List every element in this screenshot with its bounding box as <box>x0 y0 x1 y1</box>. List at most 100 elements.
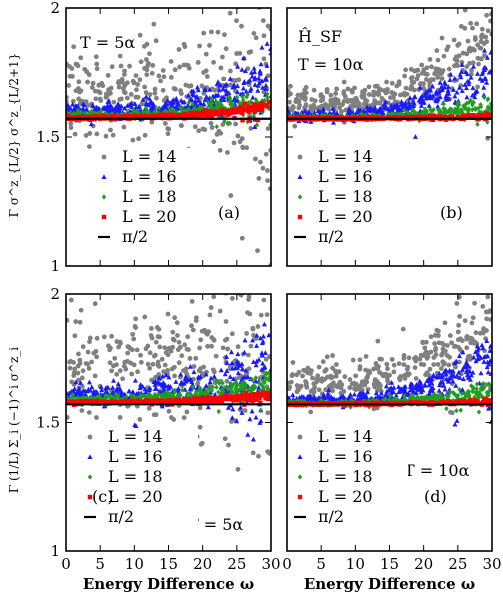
data-point <box>242 101 248 106</box>
data-point <box>222 337 228 343</box>
data-point <box>94 354 100 360</box>
data-point <box>259 340 265 346</box>
data-point <box>197 277 202 282</box>
data-point <box>244 145 250 151</box>
data-point <box>220 380 225 386</box>
data-point <box>135 94 141 100</box>
data-point <box>80 344 86 350</box>
data-point <box>478 104 484 110</box>
data-point <box>223 87 229 93</box>
data-point <box>302 105 307 111</box>
data-point <box>334 86 340 92</box>
data-point <box>215 29 221 35</box>
data-point <box>390 389 396 395</box>
data-point <box>396 79 402 85</box>
data-point <box>88 121 94 127</box>
data-point <box>195 87 201 93</box>
data-point <box>401 362 407 368</box>
data-point <box>116 344 122 350</box>
data-point <box>201 364 207 370</box>
data-point <box>115 101 121 106</box>
data-point <box>178 371 184 377</box>
data-point <box>143 101 149 107</box>
data-point <box>439 352 444 358</box>
data-point <box>472 90 478 96</box>
data-point <box>117 79 123 85</box>
data-point <box>252 124 258 130</box>
data-point <box>447 389 453 395</box>
data-point <box>186 65 192 71</box>
data-point <box>213 353 219 359</box>
data-point <box>221 76 227 82</box>
data-point <box>172 67 178 73</box>
data-point <box>243 390 249 396</box>
data-point <box>470 85 476 91</box>
data-point <box>192 98 198 104</box>
data-point <box>463 369 469 375</box>
data-point <box>266 99 271 105</box>
data-point <box>178 392 183 398</box>
data-point <box>435 57 441 63</box>
data-point <box>479 32 485 38</box>
data-point <box>78 55 84 61</box>
data-point <box>67 400 72 405</box>
data-point <box>440 68 446 73</box>
y-tick-label: 2 <box>50 0 60 17</box>
data-point <box>219 94 225 100</box>
data-point <box>467 60 473 66</box>
data-point <box>261 321 267 327</box>
data-point <box>131 107 136 113</box>
data-point <box>147 51 152 57</box>
data-point <box>97 90 103 96</box>
data-point <box>147 392 153 398</box>
data-point <box>296 99 302 104</box>
data-point <box>85 396 91 402</box>
data-point <box>475 121 480 127</box>
data-point <box>379 371 385 377</box>
data-point <box>310 375 315 381</box>
data-point <box>122 399 127 405</box>
data-point <box>443 115 449 120</box>
data-point <box>176 101 182 107</box>
data-point <box>342 94 348 100</box>
data-point <box>218 390 224 397</box>
data-point <box>78 380 84 385</box>
data-point <box>216 408 221 415</box>
data-point <box>166 374 172 380</box>
data-point <box>421 362 427 368</box>
data-point <box>413 68 419 73</box>
data-point <box>187 391 192 397</box>
data-point <box>193 355 199 361</box>
data-point <box>442 79 448 85</box>
data-point <box>210 100 215 106</box>
data-point <box>260 374 266 380</box>
data-point <box>240 399 245 405</box>
data-point <box>329 374 335 380</box>
data-point <box>117 385 123 391</box>
data-point <box>127 346 133 351</box>
data-point <box>115 393 121 399</box>
data-point <box>435 103 441 109</box>
data-point <box>456 322 462 328</box>
data-point <box>201 396 206 402</box>
data-point <box>428 77 434 83</box>
data-point <box>435 115 440 120</box>
data-point <box>480 345 486 351</box>
data-point <box>222 32 227 38</box>
data-point <box>253 156 258 162</box>
data-point <box>444 47 450 53</box>
data-point <box>260 18 266 23</box>
annotation-background <box>76 32 138 54</box>
series-L20 <box>66 390 271 408</box>
panel-label: (b) <box>440 203 463 222</box>
data-point <box>337 379 343 385</box>
data-point <box>337 105 342 111</box>
data-point <box>405 372 411 378</box>
data-point <box>345 86 351 92</box>
data-point <box>101 400 107 406</box>
data-point <box>487 381 492 388</box>
data-point <box>228 395 234 400</box>
data-point <box>136 115 142 120</box>
data-point <box>238 383 243 389</box>
